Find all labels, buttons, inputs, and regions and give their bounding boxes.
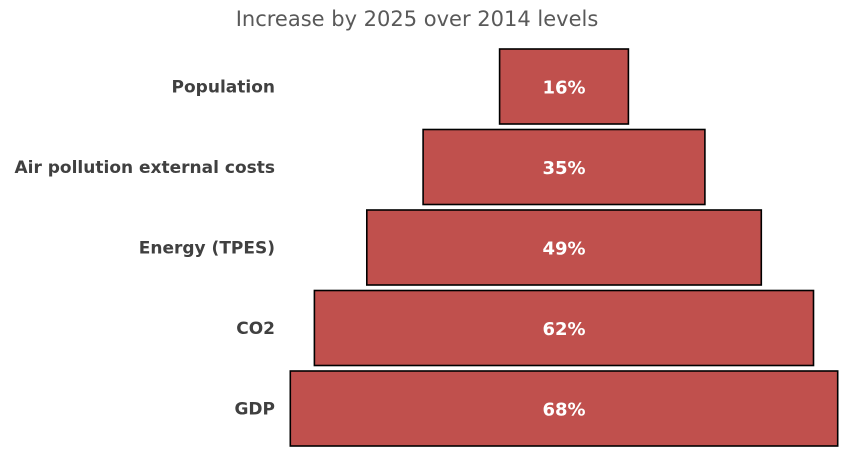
- category-label: Energy (TPES): [139, 239, 275, 259]
- category-labels-group: Population Air pollution external costs En…: [14, 78, 275, 420]
- bar-2: [365, 209, 763, 286]
- data-label: 16%: [542, 78, 585, 99]
- category-label: GDP: [234, 400, 275, 420]
- bar-4: [289, 370, 839, 447]
- bars-group: [289, 48, 839, 447]
- data-label: 35%: [542, 158, 585, 179]
- category-label: CO2: [236, 319, 275, 339]
- data-label: 49%: [542, 239, 585, 260]
- data-labels-group: 16% 35% 49% 62% 68%: [542, 78, 585, 421]
- bar-1: [422, 128, 706, 206]
- category-label: Population: [172, 78, 275, 98]
- chart-title: Increase by 2025 over 2014 levels: [236, 7, 599, 31]
- bar-3: [313, 289, 815, 367]
- data-label: 68%: [542, 400, 585, 421]
- bar-0: [498, 48, 630, 125]
- data-label: 62%: [542, 319, 585, 340]
- category-label: Air pollution external costs: [14, 158, 275, 178]
